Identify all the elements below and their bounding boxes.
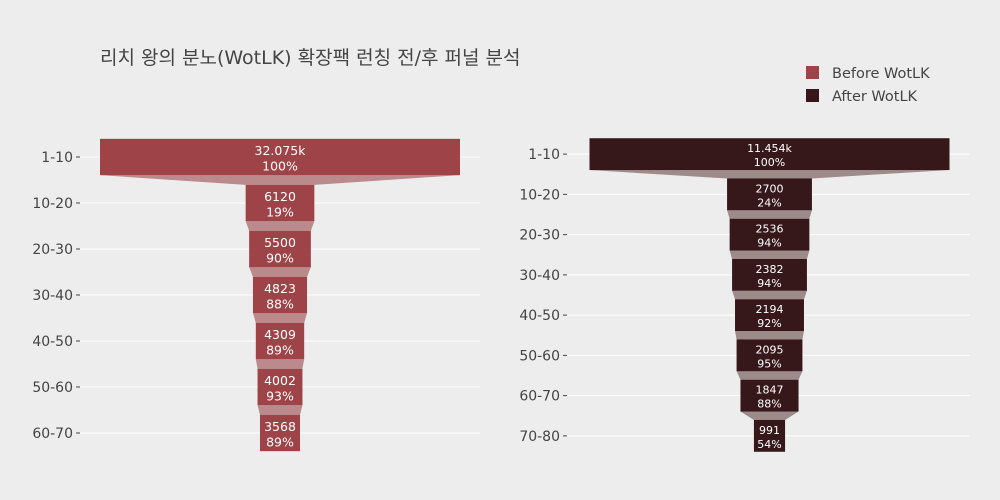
bar-value-label: 991 (759, 424, 780, 437)
bar-percent-label: 94% (757, 237, 781, 250)
legend-label-before: Before WotLK (832, 66, 930, 82)
bar-value-label: 1847 (756, 384, 784, 397)
funnel-bar-after[interactable] (753, 419, 786, 452)
funnel-bar-after[interactable] (729, 218, 810, 251)
y-tick-label: 20-30 (32, 242, 73, 258)
y-tick-label: 50-60 (519, 348, 560, 364)
bar-percent-label: 94% (757, 277, 781, 290)
funnel-bar-after[interactable] (740, 379, 799, 412)
y-tick-label: 1-10 (41, 150, 73, 166)
bar-percent-label: 95% (757, 357, 781, 370)
y-tick-label: 10-20 (32, 196, 73, 212)
funnel-connector-after (740, 411, 799, 420)
funnel-bar-after[interactable] (732, 258, 807, 291)
funnel-connector-after (736, 371, 803, 380)
funnel-bar-before[interactable] (257, 368, 303, 406)
bar-value-label: 3568 (264, 419, 296, 434)
funnel-bar-before[interactable] (245, 184, 315, 222)
bar-value-label: 11.454k (747, 142, 792, 155)
funnel-bar-after[interactable] (727, 178, 812, 211)
bar-value-label: 2536 (756, 223, 784, 236)
funnel-connector-after (727, 210, 812, 219)
y-tick-label: 70-80 (519, 429, 560, 445)
bar-percent-label: 88% (757, 398, 781, 411)
y-tick-label: 30-40 (32, 288, 73, 304)
y-tick-label: 60-70 (32, 426, 73, 442)
bar-value-label: 5500 (264, 235, 296, 250)
legend-swatch-after (806, 89, 819, 102)
y-tick-label: 30-40 (519, 268, 560, 284)
bar-percent-label: 89% (266, 435, 294, 450)
legend-item-before[interactable]: Before WotLK (806, 66, 930, 82)
funnel-panel-after: 1-10 10-20 20-30 30-40 40-50 50-60 60-70 70-80 1… (519, 138, 970, 452)
funnel-bar-after[interactable] (589, 138, 950, 171)
y-tick-label: 60-70 (519, 389, 560, 405)
y-tick-label: 10-20 (519, 187, 560, 203)
bar-percent-label: 92% (757, 317, 781, 330)
funnel-bar-before[interactable] (249, 230, 311, 268)
bar-percent-label: 24% (757, 196, 781, 209)
funnel-bar-before[interactable] (100, 138, 460, 176)
bar-percent-label: 100% (262, 159, 298, 174)
bar-value-label: 32.075k (255, 143, 307, 158)
funnel-connector-after (732, 290, 807, 300)
funnel-connector-before (100, 175, 460, 185)
bar-value-label: 6120 (264, 189, 296, 204)
funnel-connector-before (257, 405, 303, 415)
bar-value-label: 4002 (264, 373, 296, 388)
bar-percent-label: 90% (266, 251, 294, 266)
bar-value-label: 2700 (756, 182, 784, 195)
funnel-bar-after[interactable] (735, 299, 804, 332)
funnel-connector-before (245, 221, 315, 231)
funnel-bar-before[interactable] (259, 414, 301, 452)
chart-title: 리치 왕의 분노(WotLK) 확장팩 런칭 전/후 퍼널 분석 (100, 47, 520, 69)
bar-percent-label: 100% (754, 156, 785, 169)
bar-value-label: 2095 (756, 343, 784, 356)
funnel-connector-after (729, 250, 810, 259)
funnel-connector-after (589, 170, 950, 179)
funnel-panel-before: 1-10 10-20 20-30 30-40 40-50 50-60 60-70 32.075… (32, 138, 480, 452)
bar-value-label: 4309 (264, 327, 296, 342)
bar-percent-label: 19% (266, 205, 294, 220)
funnel-bar-before[interactable] (255, 322, 305, 360)
bar-value-label: 4823 (264, 281, 296, 296)
legend-label-after: After WotLK (832, 89, 918, 105)
bar-percent-label: 93% (266, 389, 294, 404)
legend-swatch-before (806, 66, 819, 79)
funnel-bar-after[interactable] (736, 339, 803, 372)
y-tick-label: 50-60 (32, 380, 73, 396)
funnel-bar-before[interactable] (252, 276, 308, 314)
funnel-connector-before (252, 313, 308, 323)
funnel-connector-before (255, 359, 305, 369)
funnel-connector-before (249, 267, 311, 277)
bar-percent-label: 54% (757, 438, 781, 451)
y-tick-label: 40-50 (32, 334, 73, 350)
legend-item-after[interactable]: After WotLK (806, 89, 918, 105)
y-tick-label: 1-10 (528, 147, 560, 163)
funnel-connector-after (735, 331, 804, 340)
y-tick-label: 20-30 (519, 228, 560, 244)
y-tick-label: 40-50 (519, 308, 560, 324)
bar-value-label: 2194 (756, 303, 784, 316)
bar-percent-label: 88% (266, 297, 294, 312)
bar-percent-label: 89% (266, 343, 294, 358)
legend: Before WotLK After WotLK (806, 66, 930, 105)
bar-value-label: 2382 (756, 263, 784, 276)
